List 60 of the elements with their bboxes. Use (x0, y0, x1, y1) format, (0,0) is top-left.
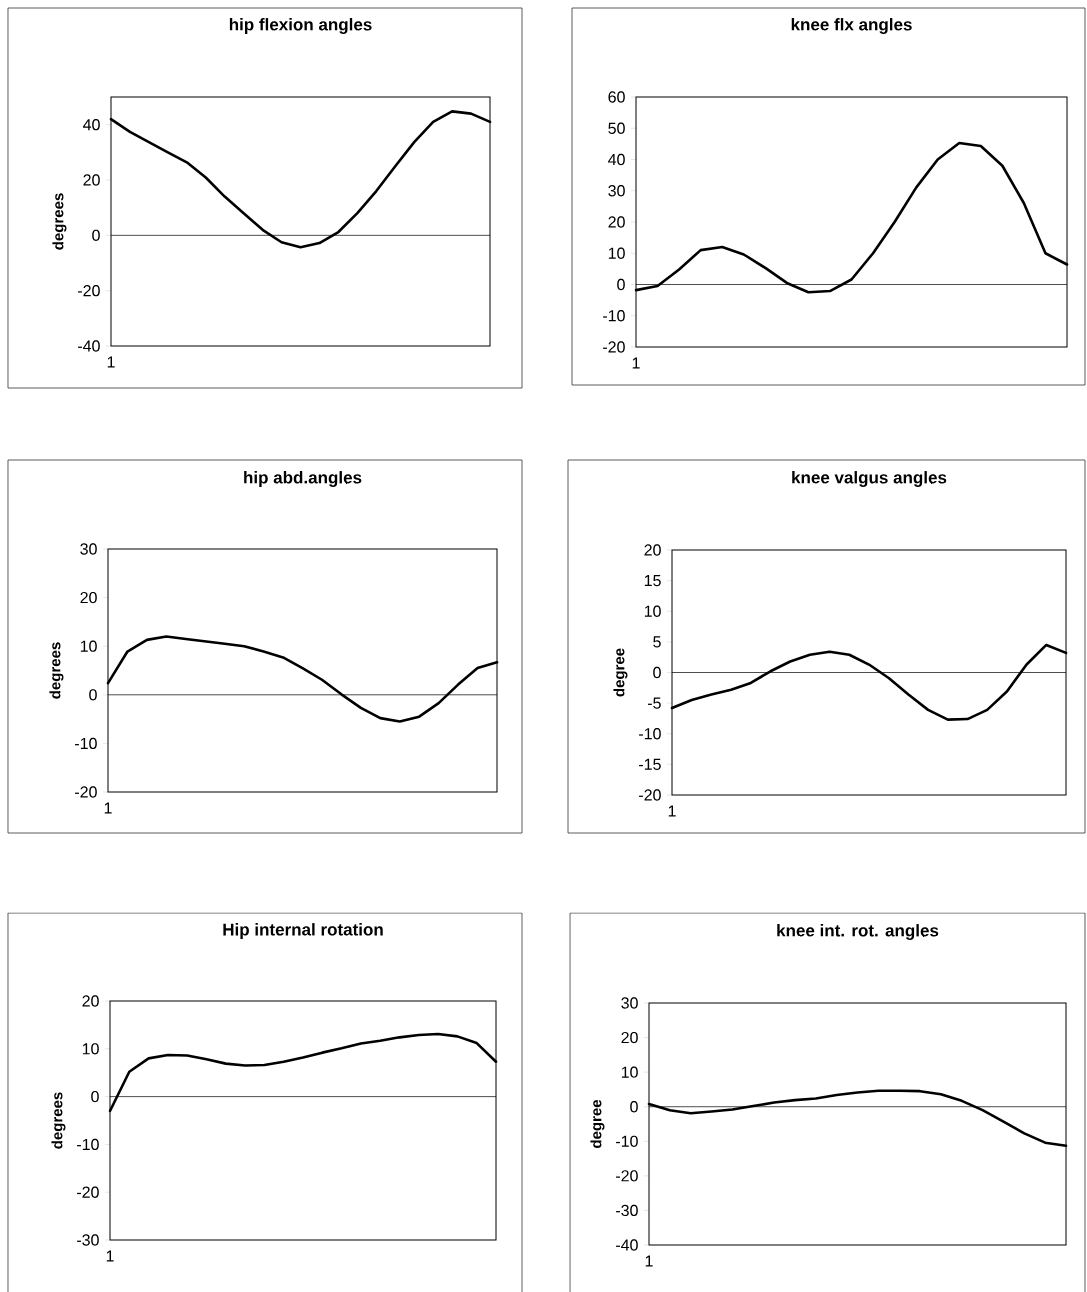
y-tick-label: 0 (92, 229, 100, 241)
x-tick-label: 1 (104, 802, 112, 814)
y-tick-label: 20 (80, 591, 97, 604)
y-tick-label: 0 (653, 666, 661, 679)
y-tick-label: -20 (616, 1170, 638, 1182)
x-tick-label: 1 (668, 805, 676, 817)
y-tick-label: 20 (82, 995, 99, 1007)
y-axis-title: degrees (49, 642, 64, 699)
x-tick-label: 1 (106, 1250, 114, 1262)
y-tick-label: 30 (80, 543, 97, 555)
y-tick-label: 10 (644, 605, 661, 617)
y-tick-label: 30 (608, 185, 625, 197)
chart-title: Hip internal rotation (223, 923, 383, 939)
y-tick-label: 10 (82, 1043, 99, 1055)
y-tick-label: -20 (603, 341, 625, 353)
y-tick-label: -40 (616, 1239, 638, 1251)
y-tick-label: -30 (616, 1204, 638, 1217)
y-tick-label: 15 (644, 575, 661, 587)
y-tick-label: 20 (621, 1031, 638, 1044)
y-tick-label: 0 (630, 1101, 638, 1113)
y-tick-label: -30 (77, 1234, 99, 1246)
x-tick-label: 1 (632, 357, 640, 369)
x-tick-label: 1 (645, 1255, 653, 1267)
y-tick-label: -20 (77, 1186, 99, 1198)
y-tick-label: 40 (83, 119, 100, 131)
y-tick-label: -10 (616, 1135, 638, 1147)
y-tick-label: -10 (77, 1138, 99, 1151)
y-tick-label: -15 (639, 758, 661, 770)
y-tick-label: 10 (80, 640, 97, 652)
y-tick-label: 40 (608, 153, 625, 166)
y-axis-title: degrees (52, 193, 67, 250)
y-axis-title: degree (590, 1099, 605, 1148)
y-tick-label: 30 (621, 997, 638, 1009)
y-tick-label: 10 (608, 247, 625, 259)
chart-title: knee int. rot. angles (777, 924, 939, 940)
y-tick-label: 5 (653, 636, 661, 648)
y-tick-label: -10 (75, 737, 97, 750)
y-tick-label: 0 (89, 689, 97, 701)
chart-title: hip abd.angles (244, 471, 362, 487)
y-tick-label: 60 (608, 91, 625, 103)
chart-title: knee flx angles (791, 18, 912, 34)
y-axis-title: degrees (51, 1092, 66, 1149)
y-tick-label: -10 (639, 728, 661, 740)
y-tick-label: -20 (75, 786, 97, 798)
x-tick-label: 1 (107, 356, 115, 368)
y-tick-label: 0 (91, 1090, 99, 1103)
y-tick-label: 0 (617, 278, 625, 291)
y-tick-label: -20 (78, 285, 100, 297)
y-tick-label: 20 (608, 216, 625, 228)
y-tick-label: -40 (78, 340, 100, 352)
y-tick-label: -5 (647, 697, 661, 709)
y-tick-label: 10 (621, 1066, 638, 1078)
chart-title: hip flexion angles (229, 18, 372, 34)
y-tick-label: 20 (83, 174, 100, 186)
y-tick-label: 20 (644, 544, 661, 556)
y-tick-label: -10 (603, 310, 625, 322)
y-tick-label: 50 (608, 122, 625, 134)
y-axis-title: degree (613, 648, 628, 697)
chart-title: knee valgus angles (792, 471, 947, 487)
y-tick-label: -20 (639, 789, 661, 801)
